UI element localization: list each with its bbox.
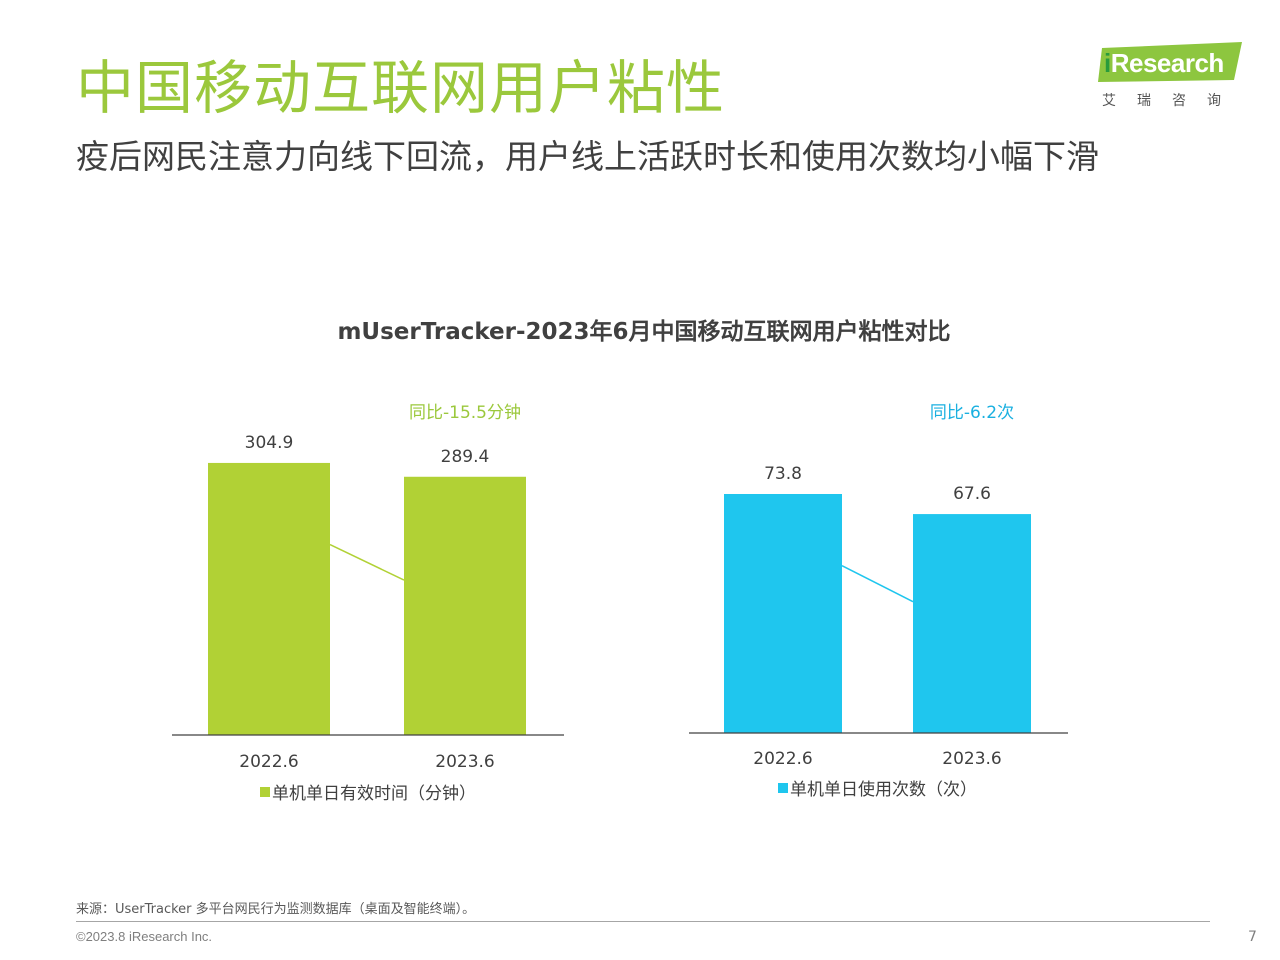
yoy-annotation: 同比-15.5分钟 [409,403,521,423]
legend-swatch [260,787,270,797]
legend-swatch [778,783,788,793]
footer-divider [76,921,1210,922]
legend-label: 单机单日有效时间（分钟） [272,784,476,804]
page-number: 7 [1248,929,1257,945]
logo-banner-shape [1098,42,1242,82]
logo-wordmark: iResearch [1104,48,1224,78]
bar-2022.6 [724,493,842,733]
trend-connector [329,543,405,581]
data-label: 73.8 [764,464,802,484]
data-label: 304.9 [245,433,294,453]
charts-area: 304.9 2022.6 289.4 2023.6 同比-15.5分钟单机单日有效时间（… [172,403,1068,804]
legend-label: 单机单日使用次数（次） [790,779,977,800]
x-tick-label: 2022.6 [753,749,812,769]
bar-2023.6 [404,476,526,735]
yoy-annotation: 同比-6.2次 [930,403,1014,423]
source-note: 来源：UserTracker 多平台网民行为监测数据库（桌面及智能终端）。 [76,902,476,917]
page-title: 中国移动互联网用户粘性 [76,54,726,122]
x-tick-label: 2023.6 [942,749,1001,769]
data-label: 289.4 [441,447,490,467]
x-tick-label: 2022.6 [239,752,298,772]
page-subtitle: 疫后网民注意力向线下回流，用户线上活跃时长和使用次数均小幅下滑 [76,137,1099,176]
bar-2023.6 [913,514,1031,733]
trend-connector [841,565,914,603]
chart-daily-time: 304.9 2022.6 289.4 2023.6 同比-15.5分钟单机单日有效时间（… [172,403,564,804]
copyright: ©2023.8 iResearch Inc. [76,929,213,944]
chart-title: mUserTracker-2023年6月中国移动互联网用户粘性对比 [337,319,951,345]
iresearch-logo: iResearch 艾瑞咨询 [1098,40,1246,112]
logo-subtitle: 艾瑞咨询 [1102,93,1242,109]
data-label: 67.6 [953,484,991,504]
x-tick-label: 2023.6 [435,752,494,772]
bar-2022.6 [208,462,330,735]
